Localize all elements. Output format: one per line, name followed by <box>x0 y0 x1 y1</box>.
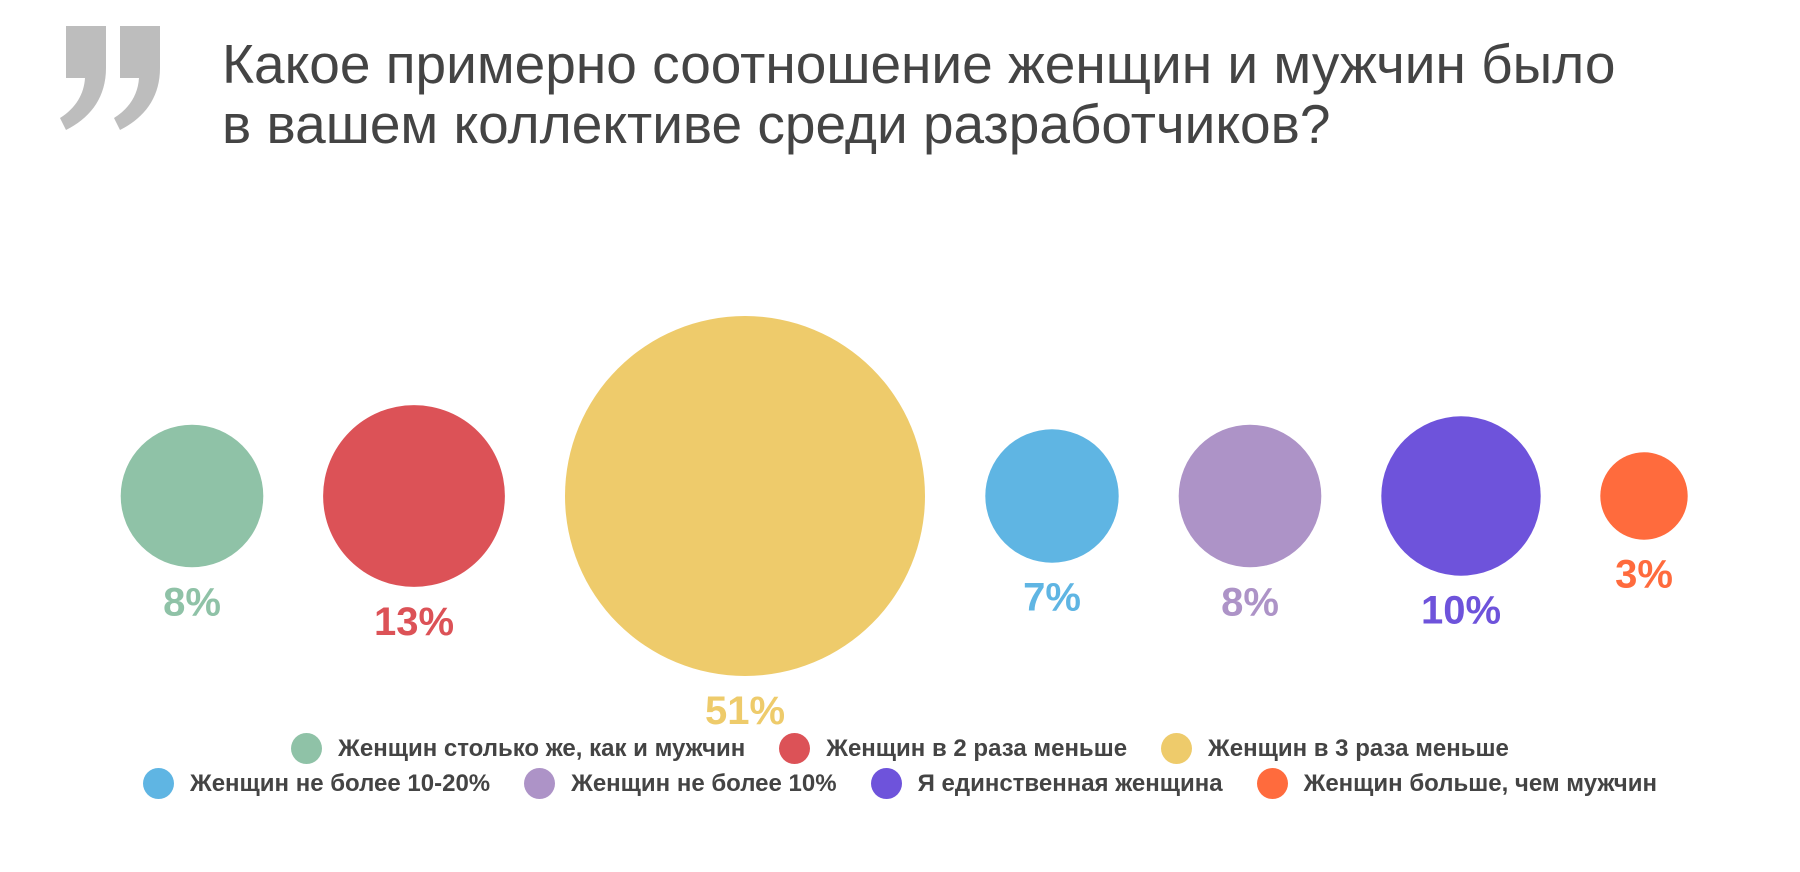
legend-row-2: Женщин не более 10-20% Женщин не более 1… <box>0 768 1800 799</box>
data-label-7: 3% <box>1615 553 1673 597</box>
quote-glyph-left <box>60 26 106 130</box>
chart-title-line-1: Какое примерно соотношение женщин и мужч… <box>222 33 1616 95</box>
legend-item: Женщин не более 10-20% <box>143 768 490 799</box>
legend-swatch <box>524 768 556 799</box>
closing-quote-icon <box>60 26 160 130</box>
data-label-4: 7% <box>1023 576 1081 620</box>
legend-swatch <box>1256 768 1288 799</box>
legend-label: Женщин больше, чем мужчин <box>1303 769 1657 797</box>
quote-glyph-right <box>114 26 160 130</box>
legend-item: Женщин не более 10% <box>524 768 837 799</box>
legend-swatch <box>1161 733 1193 764</box>
data-label-5: 8% <box>1221 580 1279 624</box>
legend-item: Женщин в 2 раза меньше <box>779 733 1127 764</box>
legend-label: Женщин не более 10% <box>571 769 837 797</box>
bubble-3 <box>565 316 925 676</box>
legend-item: Женщин в 3 раза меньше <box>1161 733 1509 764</box>
chart-title-line-2: в вашем коллективе среди разработчиков? <box>222 93 1331 155</box>
legend-label: Женщин в 2 раза меньше <box>826 734 1128 762</box>
bubble-chart: 8% 13% 51% 7% 8% 10% 3% <box>120 316 1688 730</box>
legend-swatch <box>779 733 811 764</box>
legend-item: Женщин больше, чем мужчин <box>1256 768 1657 799</box>
bubble-5 <box>1178 424 1322 568</box>
legend-row-1: Женщин столько же, как и мужчин Женщин в… <box>0 733 1800 764</box>
bubble-4 <box>985 429 1119 563</box>
legend-label: Я единственная женщина <box>917 769 1223 797</box>
legend-swatch <box>143 768 175 799</box>
data-label-1: 8% <box>163 580 221 624</box>
bubble-2 <box>323 405 505 587</box>
legend-label: Женщин в 3 раза меньше <box>1208 734 1509 762</box>
data-label-2: 13% <box>374 600 454 644</box>
bubble-6 <box>1381 416 1541 576</box>
legend-swatch <box>870 768 902 799</box>
chart-title: Какое примерно соотношение женщин и мужч… <box>222 34 1762 154</box>
data-label-3: 51% <box>705 689 785 730</box>
legend-swatch <box>291 733 323 764</box>
legend-label: Женщин столько же, как и мужчин <box>338 734 746 762</box>
legend-item: Женщин столько же, как и мужчин <box>291 733 745 764</box>
legend-item: Я единственная женщина <box>870 768 1223 799</box>
bubble-1 <box>120 424 264 568</box>
legend-label: Женщин не более 10-20% <box>190 769 491 797</box>
bubble-7 <box>1600 452 1688 540</box>
data-label-6: 10% <box>1421 589 1501 633</box>
